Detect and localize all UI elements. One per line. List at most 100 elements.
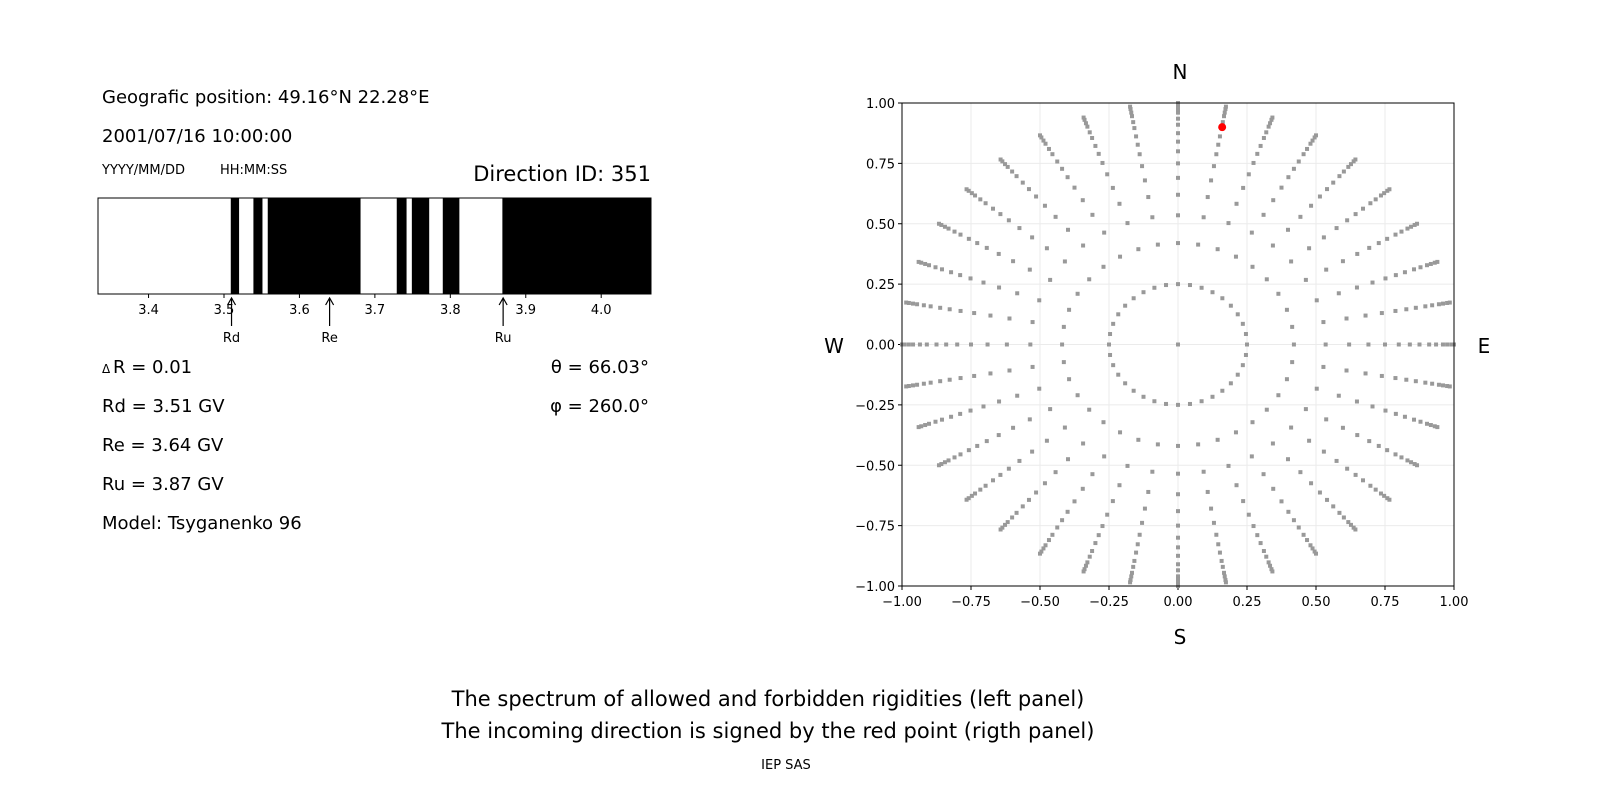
direction-point	[1217, 550, 1222, 555]
direction-point	[998, 472, 1003, 477]
direction-point	[1211, 164, 1216, 169]
direction-point	[996, 433, 1001, 438]
direction-point	[1290, 324, 1295, 329]
direction-point	[998, 157, 1003, 162]
forbidden-band	[411, 198, 430, 294]
direction-point	[1415, 463, 1420, 468]
direction-point	[1209, 506, 1214, 511]
direction-point	[923, 423, 928, 428]
x-tick-label: 3.7	[365, 303, 386, 318]
direction-point	[934, 342, 939, 347]
direction-point	[1226, 463, 1231, 468]
direction-point	[1258, 541, 1263, 546]
direction-point	[1048, 407, 1053, 412]
x-tick-label: −0.50	[1020, 595, 1060, 610]
direction-point	[1284, 307, 1289, 312]
direction-point	[923, 261, 928, 266]
direction-point	[1220, 564, 1225, 569]
direction-point	[1270, 441, 1275, 446]
direction-point	[1305, 146, 1310, 151]
direction-point	[1050, 532, 1055, 537]
direction-point	[1321, 449, 1326, 454]
direction-point	[936, 463, 941, 468]
direction-point	[985, 342, 990, 347]
direction-point	[1428, 423, 1433, 428]
direction-point	[1370, 280, 1375, 285]
direction-point	[1427, 342, 1432, 347]
direction-point	[1268, 121, 1273, 126]
direction-point	[1081, 569, 1086, 574]
direction-point	[1382, 493, 1387, 498]
direction-point	[1291, 518, 1296, 523]
arrow-head-icon	[227, 296, 237, 306]
direction-point	[1037, 298, 1042, 303]
direction-point	[1233, 430, 1238, 435]
direction-point	[1223, 577, 1228, 582]
direction-point	[1108, 352, 1113, 357]
direction-point	[1196, 242, 1201, 247]
direction-point	[938, 379, 943, 384]
direction-point	[1020, 180, 1025, 185]
direction-point	[1164, 401, 1169, 406]
direction-point	[1303, 407, 1308, 412]
x-tick-label: 0.75	[1371, 595, 1400, 610]
direction-point	[1261, 135, 1266, 140]
direction-point	[902, 342, 907, 347]
direction-point	[1037, 386, 1042, 391]
direction-point	[1376, 241, 1381, 246]
direction-point	[1075, 393, 1080, 398]
direction-point	[1135, 142, 1140, 147]
direction-point	[1003, 162, 1008, 167]
direction-point	[1026, 497, 1031, 502]
direction-point	[969, 191, 974, 196]
direction-point	[975, 241, 980, 246]
direction-point	[1015, 393, 1020, 398]
direction-point	[1368, 483, 1373, 488]
direction-point	[969, 342, 973, 347]
y-tick-label: 0.75	[866, 157, 895, 172]
direction-point	[1312, 549, 1317, 554]
direction-point	[1061, 360, 1066, 365]
direction-point	[1176, 402, 1180, 407]
direction-point	[1216, 542, 1221, 547]
direction-point	[1155, 442, 1160, 447]
direction-point	[958, 308, 963, 313]
direction-point	[1387, 497, 1392, 502]
direction-point	[1284, 377, 1289, 382]
y-tick-label: −0.50	[855, 459, 895, 474]
direction-point	[955, 342, 960, 347]
direction-point	[1041, 546, 1046, 551]
direction-point	[1261, 212, 1266, 217]
direction-point	[1440, 342, 1445, 347]
direction-point	[910, 301, 915, 306]
direction-point	[1205, 195, 1210, 200]
direction-point	[1312, 135, 1317, 140]
direction-point	[1176, 103, 1180, 108]
direction-point	[1152, 285, 1157, 290]
direction-point	[904, 384, 909, 389]
direction-point	[921, 381, 926, 386]
direction-point	[1219, 558, 1224, 563]
direction-point	[1010, 169, 1015, 174]
direction-point	[966, 448, 971, 453]
direction-point	[966, 236, 971, 241]
direction-point	[1348, 162, 1353, 167]
direction-point	[1234, 483, 1239, 488]
direction-point	[915, 302, 920, 307]
direction-point	[1176, 492, 1180, 497]
direction-point	[1123, 381, 1128, 386]
direction-point	[1116, 372, 1121, 377]
direction-point	[924, 342, 929, 347]
direction-point	[972, 311, 977, 316]
direction-point	[916, 425, 921, 430]
direction-point	[1065, 175, 1070, 180]
direction-point	[1176, 149, 1180, 154]
direction-point	[1276, 393, 1281, 398]
direction-point	[1279, 499, 1284, 504]
direction-point	[1105, 512, 1110, 517]
x-tick-label: 0.25	[1233, 595, 1262, 610]
direction-point	[1296, 159, 1301, 164]
forbidden-band	[442, 198, 460, 294]
direction-point	[1090, 212, 1095, 217]
direction-point	[1435, 425, 1440, 430]
